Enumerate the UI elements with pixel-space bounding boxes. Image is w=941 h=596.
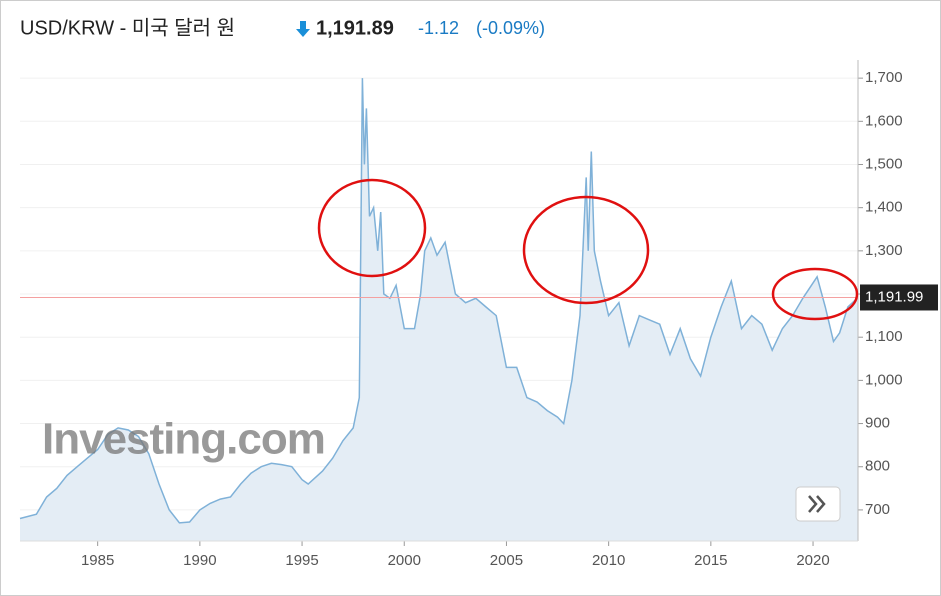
x-tick-label: 2005 <box>490 552 523 569</box>
watermark: Investing.com <box>42 415 325 464</box>
change: -1.12 <box>418 18 459 38</box>
change-pct: (-0.09%) <box>476 18 545 38</box>
x-tick-label: 2000 <box>388 552 421 569</box>
y-tick-label: 700 <box>865 501 890 518</box>
y-tick-label: 1,700 <box>865 69 903 86</box>
y-tick-label: 1,500 <box>865 155 903 172</box>
y-tick-label: 1,300 <box>865 242 903 259</box>
y-tick-label: 1,100 <box>865 328 903 345</box>
area <box>20 78 858 541</box>
x-tick-label: 1995 <box>285 552 318 569</box>
down-arrow <box>296 21 310 37</box>
scroll-button[interactable] <box>795 486 841 522</box>
highlight-circle <box>317 178 427 278</box>
last-price-box <box>860 284 938 311</box>
y-tick-label: 1,000 <box>865 371 903 388</box>
y-tick-label: 800 <box>865 458 890 475</box>
price: 1,191.89 <box>316 17 394 39</box>
highlight-circle <box>771 267 859 321</box>
x-tick-label: 1985 <box>81 552 114 569</box>
x-tick-label: 2020 <box>796 552 829 569</box>
y-tick-label: 900 <box>865 415 890 432</box>
title: USD/KRW - 미국 달러 원 <box>20 16 235 39</box>
scroll-icon <box>808 495 826 513</box>
last-price-label: 1,191.99 <box>865 288 923 305</box>
line <box>19 78 859 524</box>
y-tick-label: 1,600 <box>865 112 903 129</box>
x-tick-label: 2010 <box>592 552 625 569</box>
y-tick-label: 1,400 <box>865 199 903 216</box>
x-tick-label: 2015 <box>694 552 727 569</box>
highlight-circle <box>522 195 650 305</box>
x-tick-label: 1990 <box>183 552 216 569</box>
